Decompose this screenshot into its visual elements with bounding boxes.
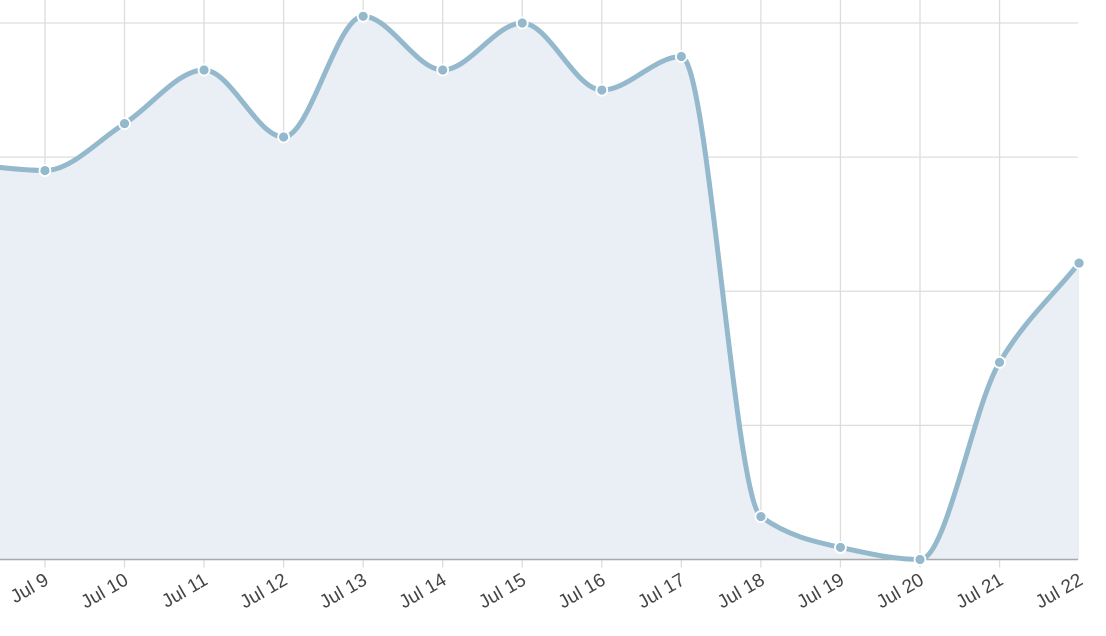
data-point (754, 510, 768, 523)
x-tick-label: Jul 20 (873, 570, 927, 614)
data-point (993, 355, 1006, 369)
x-tick-labels: Jul 9 Jul 10 Jul 11 Jul 12 Jul 13 Jul 14 Jul 1… (7, 569, 1086, 613)
data-point (118, 117, 131, 130)
x-tick-label: Jul 12 (237, 570, 291, 614)
data-point (436, 63, 450, 77)
data-point (1072, 256, 1086, 270)
data-point (38, 164, 52, 177)
x-tick-label: Jul 10 (78, 570, 132, 614)
data-point (674, 50, 688, 63)
x-tick-label: Jul 13 (316, 570, 370, 614)
x-tick-label: Jul 9 (7, 570, 52, 608)
data-point (913, 553, 927, 566)
data-points (38, 9, 1086, 566)
data-point (197, 63, 211, 77)
x-tick-label: Jul 21 (953, 570, 1007, 614)
x-tick-label: Jul 15 (475, 570, 529, 614)
x-tick-label: Jul 19 (794, 570, 848, 614)
data-point (277, 130, 291, 144)
x-tick-label: Jul 22 (1032, 570, 1086, 614)
x-tick-label: Jul 16 (555, 570, 609, 614)
data-point (356, 9, 370, 23)
x-tick-label: Jul 18 (714, 570, 768, 614)
x-tick-label: Jul 11 (158, 570, 211, 613)
data-point (834, 541, 847, 554)
data-point (515, 16, 529, 30)
area-fill (0, 16, 1080, 560)
x-tick-label: Jul 17 (634, 570, 688, 614)
x-tick-label: Jul 14 (396, 569, 451, 613)
data-point (595, 83, 609, 97)
